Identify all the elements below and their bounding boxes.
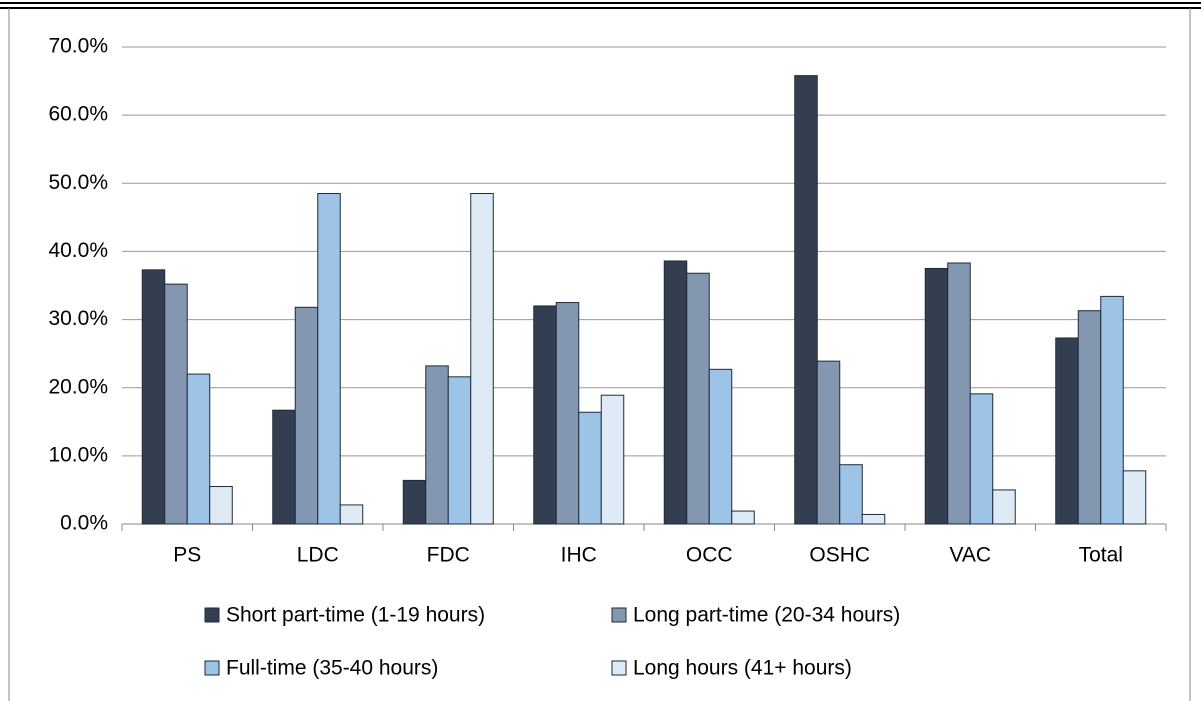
legend-label: Long hours (41+ hours) <box>633 657 852 680</box>
bar <box>1055 337 1079 525</box>
x-tick-label: IHC <box>561 544 597 567</box>
x-tick-label: OSHC <box>809 544 870 567</box>
bar <box>1100 295 1124 525</box>
bar <box>533 305 557 525</box>
legend-swatch <box>611 660 627 676</box>
bar <box>164 283 188 525</box>
x-tick-label: LDC <box>297 544 339 567</box>
bar <box>731 510 755 525</box>
y-tick-label: 10.0% <box>48 443 108 466</box>
bar <box>555 302 580 525</box>
bar <box>1077 310 1102 525</box>
bar <box>209 486 233 525</box>
x-tick-label: Total <box>1079 544 1123 567</box>
bar <box>861 513 886 525</box>
bar <box>947 262 971 525</box>
bar <box>272 409 296 525</box>
legend-swatch <box>204 607 220 623</box>
legend-swatch <box>611 607 627 623</box>
bar <box>992 489 1016 525</box>
y-tick-label: 70.0% <box>48 35 108 58</box>
bar <box>186 373 211 525</box>
bar <box>402 479 427 525</box>
bar <box>425 365 449 525</box>
bar <box>141 269 166 525</box>
x-tick-label: FDC <box>427 544 470 567</box>
bar <box>447 376 472 525</box>
bar <box>578 411 602 525</box>
y-tick-label: 40.0% <box>48 239 108 262</box>
y-tick-label: 50.0% <box>48 171 108 194</box>
bar <box>924 267 949 525</box>
legend-swatch <box>204 660 220 676</box>
bar <box>686 272 710 525</box>
y-tick-label: 0.0% <box>60 512 108 535</box>
bar <box>470 193 494 525</box>
bar <box>969 393 994 525</box>
x-tick-label: VAC <box>949 544 991 567</box>
y-tick-label: 20.0% <box>48 375 108 398</box>
bar <box>663 260 688 525</box>
bar <box>1122 470 1147 525</box>
legend-label: Short part-time (1-19 hours) <box>226 604 485 627</box>
bar <box>708 368 733 525</box>
y-tick-label: 60.0% <box>48 103 108 126</box>
bar <box>816 360 841 525</box>
y-tick-label: 30.0% <box>48 307 108 330</box>
bar <box>794 75 818 525</box>
x-tick-label: PS <box>173 544 201 567</box>
bar <box>339 504 364 525</box>
legend-label: Long part-time (20-34 hours) <box>633 604 900 627</box>
bar <box>294 306 319 525</box>
bar <box>839 464 863 525</box>
bar <box>317 193 341 525</box>
legend-label: Full-time (35-40 hours) <box>226 657 438 680</box>
x-tick-label: OCC <box>686 544 733 567</box>
bar <box>600 394 625 525</box>
